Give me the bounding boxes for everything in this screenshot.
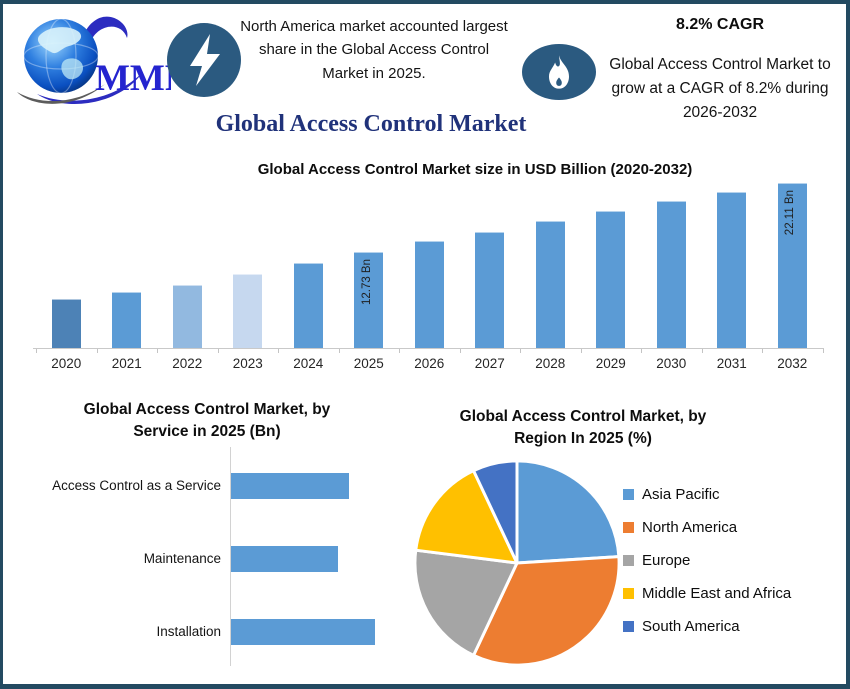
bar-2027	[475, 232, 505, 348]
legend-label: Asia Pacific	[642, 485, 720, 503]
axis-tick	[96, 349, 98, 353]
axis-tick	[399, 349, 400, 353]
pie-slice-middle-east-and-africa	[414, 469, 519, 565]
legend-label: North America	[642, 518, 738, 536]
axis-tick	[36, 349, 37, 353]
bar-chart-axis	[33, 348, 824, 353]
bar-2022	[172, 284, 202, 348]
bar-2028	[535, 221, 565, 348]
bar-2021	[112, 291, 142, 348]
page-title: Global Access Control Market	[215, 111, 527, 137]
x-axis-label: 2027	[474, 356, 505, 371]
logo-swoosh-blue	[84, 16, 128, 46]
service-category-label: Maintenance	[143, 551, 221, 566]
legend-label: Middle East and Africa	[642, 584, 792, 602]
service-category-label: Installation	[156, 624, 221, 639]
x-axis-label: 2026	[414, 356, 445, 371]
service-category-label: Access Control as a Service	[52, 478, 221, 493]
x-axis-label: 2028	[535, 356, 566, 371]
axis-tick	[762, 349, 763, 353]
bar-2025: 12.73 Bn	[354, 252, 384, 348]
pie-slice-north-america	[472, 555, 621, 667]
axis-tick	[217, 349, 219, 353]
lightning-icon	[190, 34, 220, 86]
pie-chart	[413, 459, 621, 667]
bar-chart-plot: 12.73 Bn 22.11 Bn	[36, 182, 823, 348]
bar-chart-xlabels: 2020 2021 2022 2023 2024 2025 2026 2027 2028 2029…	[36, 356, 823, 374]
x-axis-label: 2029	[595, 356, 626, 371]
axis-tick	[822, 349, 824, 353]
cagr-heading: 8.2% CAGR	[675, 16, 765, 33]
axis-tick	[157, 349, 158, 353]
service-chart-axis	[230, 447, 231, 666]
x-axis-label: 2032	[777, 356, 808, 371]
service-bar	[231, 619, 375, 645]
x-axis-label: 2022	[172, 356, 203, 371]
bar-value-label: 22.11 Bn	[784, 189, 797, 235]
bar-2020	[51, 299, 81, 348]
axis-tick	[701, 349, 703, 353]
lightning-badge	[167, 23, 241, 97]
bar-chart-title: Global Access Control Market size in USD…	[257, 161, 693, 178]
legend-swatch	[623, 620, 634, 632]
legend-swatch	[623, 554, 634, 566]
bar-2026	[414, 240, 444, 348]
axis-tick	[580, 349, 582, 353]
north-america-note: North America market accounted largest s…	[240, 18, 508, 82]
x-axis-label: 2025	[353, 356, 384, 371]
bar-2024	[293, 262, 323, 348]
bar-2032: 22.11 Bn	[777, 182, 807, 348]
bar-2030	[656, 201, 686, 348]
axis-tick	[520, 349, 521, 353]
legend-item: South America	[623, 616, 791, 636]
legend-label: South America	[642, 617, 740, 635]
bar-2023	[233, 274, 263, 348]
service-bar	[231, 546, 338, 572]
x-axis-label: 2021	[111, 356, 142, 371]
x-axis-label: 2030	[656, 356, 687, 371]
bar-2031	[717, 192, 747, 348]
axis-tick	[641, 349, 642, 353]
legend-item: Europe	[623, 550, 791, 570]
logo-swoosh-gray	[17, 84, 105, 104]
x-axis-label: 2024	[293, 356, 324, 371]
pie-slice-asia-pacific	[515, 459, 621, 565]
x-axis-label: 2023	[232, 356, 263, 371]
pie-slice-south-america	[472, 459, 519, 565]
globe-landmass	[37, 27, 82, 54]
bar-value-label: 12.73 Bn	[360, 259, 373, 306]
legend-swatch	[623, 488, 634, 500]
pie-legend: Asia Pacific North America Europe Middle Ea…	[623, 484, 791, 649]
mmr-logo: MMR	[17, 16, 171, 105]
axis-tick	[278, 349, 279, 353]
cagr-note: Global Access Control Market to grow at …	[609, 56, 831, 122]
x-axis-label: 2031	[716, 356, 747, 371]
pie-slice-europe	[413, 548, 519, 657]
bar-2029	[596, 210, 626, 348]
axis-tick	[338, 349, 340, 353]
logo-text: MMR	[95, 58, 171, 99]
legend-item: Middle East and Africa	[623, 583, 791, 603]
flame-icon	[549, 55, 569, 89]
legend-label: Europe	[642, 551, 691, 569]
axis-tick	[459, 349, 461, 353]
legend-item: North America	[623, 517, 791, 537]
service-bar	[231, 473, 350, 499]
legend-swatch	[623, 521, 634, 533]
flame-badge	[522, 44, 596, 100]
logo-swoosh-blue-tail	[37, 72, 143, 105]
region-chart-title: Global Access Control Market, by Region …	[459, 408, 707, 447]
legend-swatch	[623, 587, 634, 599]
globe-landmass-2	[61, 58, 83, 80]
x-axis-label: 2020	[51, 356, 82, 371]
service-chart-title: Global Access Control Market, by Service…	[83, 401, 331, 440]
legend-item: Asia Pacific	[623, 484, 791, 504]
